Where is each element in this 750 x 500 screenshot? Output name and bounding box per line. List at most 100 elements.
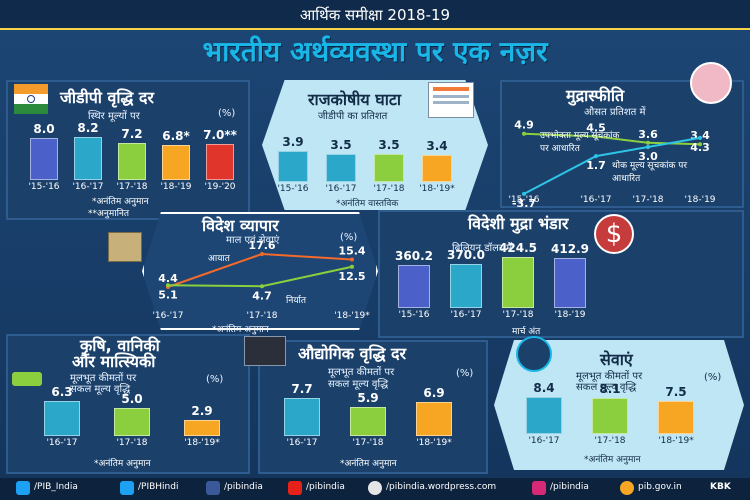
gdp-value-label: 7.0** [203,127,237,142]
forex-subtitle: बिलियन डॉलर में [452,243,513,254]
forex-title: विदेशी मुद्रा भंडार [468,214,569,233]
forex-tick-label: '17-'18 [502,310,534,320]
services-value-label: 8.1 [599,382,621,397]
brand-tag: KBK [710,482,731,492]
forex-value-label: 424.5 [499,241,537,256]
forex-tick-label: '16-'17 [450,310,482,320]
forex-bar [450,263,482,308]
industry-value-label: 6.9 [423,385,445,400]
agri-unit: (%) [206,374,224,385]
gdp-tick-label: '16-'17 [72,182,104,192]
import-label: आयात [208,254,230,264]
agri-value-label: 6.3 [51,384,73,399]
pib-logo-icon [620,481,634,495]
footer-link-6[interactable]: /pibindia [550,482,589,492]
fiscal-bar [278,150,308,182]
agri-value-label: 5.0 [121,392,143,406]
gdp-tick-label: '18-'19 [160,182,192,192]
industry-subtitle-1: मूलभूत कीमतों पर [328,367,395,378]
agri-tick-label: '17-'18 [116,438,148,448]
top-strip: आर्थिक समीक्षा 2018-19 [0,0,750,30]
page-title: भारतीय अर्थव्यवस्था पर एक नज़र [202,35,548,68]
gdp-bar [118,142,146,180]
footer-link-5[interactable]: /pibindia.wordpress.com [386,482,497,492]
services-tick-label: '16-'17 [528,436,560,446]
forex-bar [502,257,534,308]
trade-unit: (%) [340,232,358,243]
fiscal-value-label: 3.9 [282,134,304,149]
industry-tick-label: '17-'18 [352,438,384,448]
dollar-globe-icon: $ [594,214,634,254]
services-unit: (%) [704,372,722,383]
agri-tick-label: '18-'19* [184,438,220,448]
footer-link-3[interactable]: /pibindia [224,482,263,492]
industry-tick-label: '16-'17 [286,438,318,448]
fiscal-bar [422,154,452,182]
facebook-icon [206,481,220,495]
fiscal-value-label: 3.5 [378,138,400,152]
gdp-note-2: **अनुमानित [88,209,130,219]
gdp-value-label: 8.0 [33,122,55,137]
agri-bar [184,419,220,436]
forex-tick-label: '18-'19 [554,310,586,320]
fiscal-tick-label: '18-'19* [419,184,455,194]
industry-bar [416,401,452,436]
tractor-icon [12,372,42,386]
instagram-icon [532,481,546,495]
fiscal-note: *अनंतिम वास्तविक [336,199,399,209]
industry-note: *अनंतिम अनुमान [340,459,397,469]
report-label: आर्थिक समीक्षा 2018-19 [299,6,451,24]
industry-title: औद्योगिक वृद्धि दर [298,344,407,363]
industry-tick-label: '18-'19* [416,438,452,448]
forex-note: मार्च अंत [512,327,541,337]
gdp-value-label: 6.8* [162,128,190,143]
inflation-subtitle: औसत प्रतिशत में [584,107,646,118]
industry-unit: (%) [456,368,474,379]
footer-link-1[interactable]: /PIB_India [34,482,78,492]
footer-bar: /PIB_India /PIBHindi /pibindia /pibindia… [0,478,750,500]
fiscal-value-label: 3.4 [426,138,448,153]
forex-value-label: 360.2 [395,248,433,263]
agri-note: *अनंतिम अनुमान [94,459,151,469]
twitter-icon [120,481,134,495]
trade-note: *अनंतिम अनुमान [212,325,269,335]
wordpress-icon [368,481,382,495]
forex-tick-label: '15-'16 [398,310,430,320]
gdp-bar [206,143,234,180]
balloon-icon [690,62,732,104]
gdp-title: जीडीपी वृद्धि दर [60,88,154,107]
fiscal-tick-label: '16-'17 [325,184,357,194]
agri-subtitle-1: मूलभूत कीमतों पर [70,373,137,384]
industry-value-label: 5.9 [357,390,379,405]
services-subtitle-1: मूलभूत कीमतों पर [576,371,643,382]
forex-value-label: 412.9 [551,242,589,257]
footer-link-2[interactable]: /PIBHindi [138,482,179,492]
gdp-unit: (%) [218,108,236,119]
fiscal-title: राजकोषीय घाटा [308,90,402,109]
inflation-title: मुद्रास्फीति [566,86,625,105]
services-bar [526,397,562,434]
services-bar [592,398,628,434]
india-flag-bag-icon [14,84,48,114]
footer-link-7[interactable]: pib.gov.in [638,482,682,492]
services-value-label: 7.5 [665,385,687,399]
document-icon [428,82,474,118]
agri-title-2: और मात्स्यिकी [72,352,156,371]
gdp-bar [74,137,102,180]
gdp-tick-label: '19-'20 [204,182,236,192]
gdp-value-label: 7.2 [121,126,143,141]
wpi-label: थोक मूल्य सूचकांक पर आधारित [612,161,688,184]
gdp-tick-label: '15-'16 [28,182,60,192]
trade-title: विदेश व्यापार [202,216,279,235]
gdp-subtitle: स्थिर मूल्यों पर [88,111,140,122]
industry-bar [350,406,386,436]
services-subtitle-2: सकल मूल्य वृद्धि [576,382,637,393]
footer-link-4[interactable]: /pibindia [306,482,345,492]
trade-subtitle: माल एवं सेवाएं [226,235,280,246]
twitter-icon [16,481,30,495]
agri-title-1: कृषि, वानिकी [80,336,160,355]
services-tick-label: '18-'19* [658,436,694,446]
fiscal-value-label: 3.5 [330,138,352,152]
forex-bar [398,264,430,308]
